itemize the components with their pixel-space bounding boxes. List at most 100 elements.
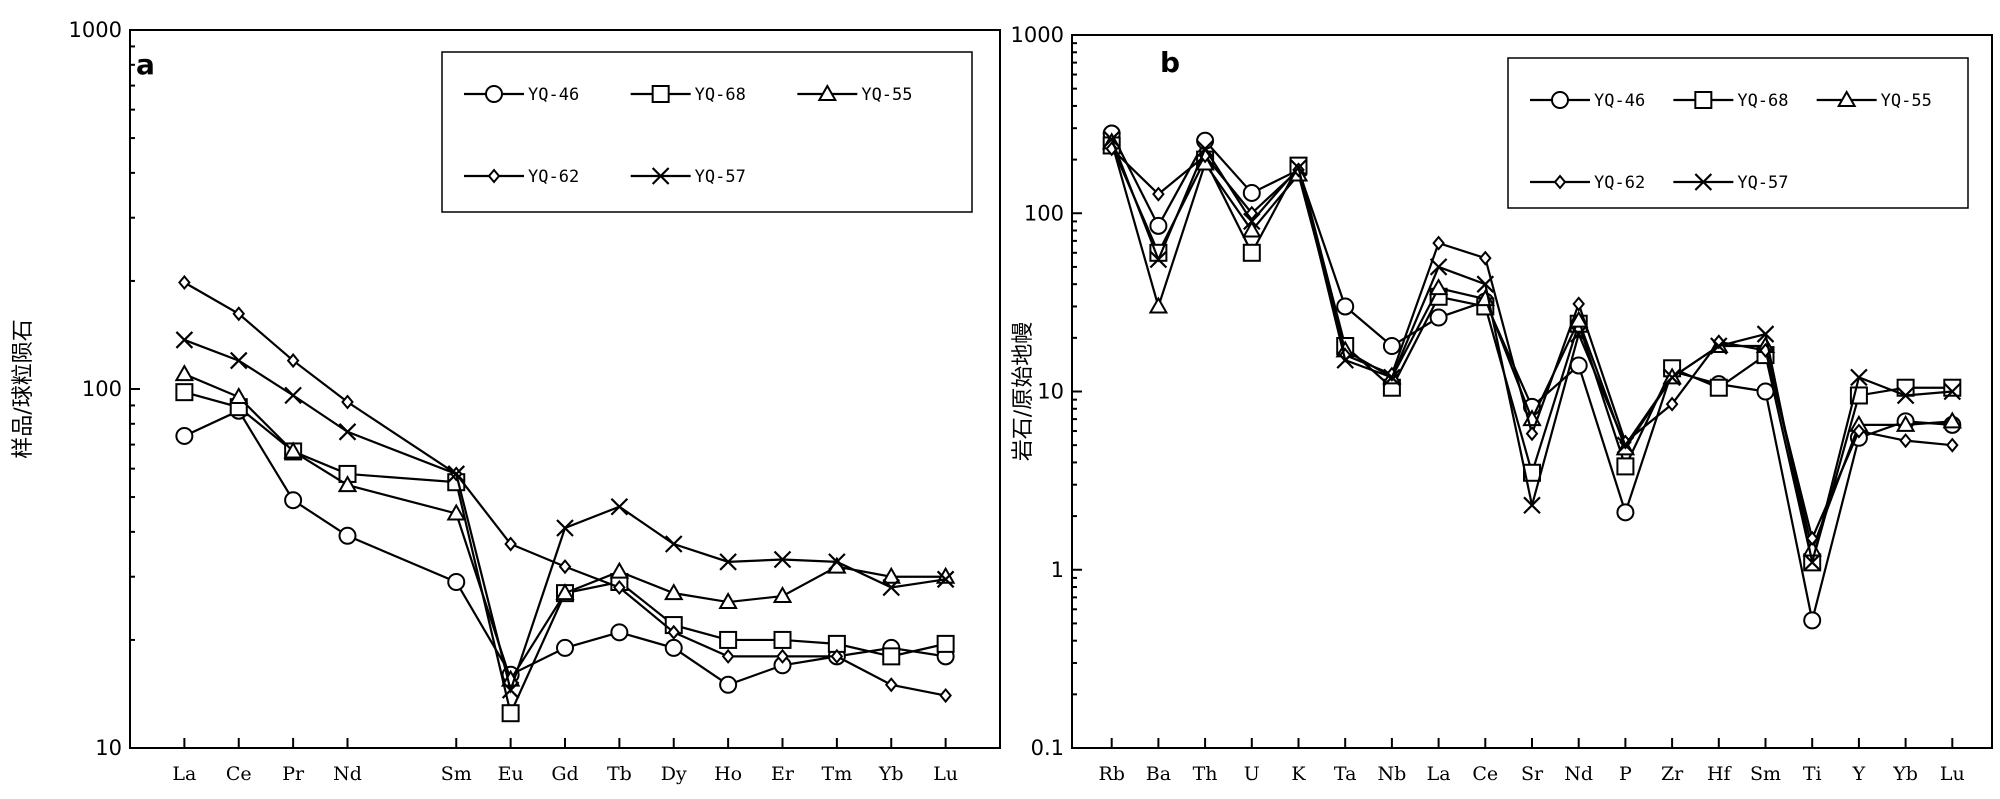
panel-a: 10 100 1000 La Ce Pr Nd Sm Eu Gd Tb Dy Ho Er Tm Yb Lu 样品/…	[11, 18, 1001, 785]
point-YQ-46-Ta	[1336, 297, 1355, 316]
point-YQ-46-Ba	[1149, 216, 1168, 235]
point-YQ-57-Yb	[882, 578, 901, 597]
legend-label-YQ-55: YQ-55	[1881, 91, 1932, 111]
x-tick-label: U	[1244, 763, 1260, 785]
point-YQ-62-Yb	[1899, 433, 1912, 449]
x-tick-label: Yb	[878, 763, 904, 785]
x-tick-label: Pr	[282, 763, 305, 785]
point-YQ-57-Tb	[610, 497, 629, 516]
y-axis-label: 岩石/原始地幔	[1011, 322, 1036, 461]
point-YQ-57-Ba	[1149, 250, 1168, 269]
point-YQ-62-Sr	[1525, 426, 1539, 442]
point-YQ-68-P	[1616, 457, 1635, 476]
legend-label-YQ-68: YQ-68	[695, 85, 746, 105]
x-tick-label: Sm	[441, 763, 472, 785]
point-YQ-46-Nd	[338, 526, 357, 545]
point-YQ-57-Eu	[501, 681, 520, 699]
point-YQ-62-Er	[776, 648, 789, 664]
point-YQ-68-Lu	[936, 634, 955, 653]
point-YQ-62-Tb	[613, 579, 626, 596]
point-YQ-57-Lu	[936, 570, 955, 589]
point-YQ-57-Ti	[1803, 553, 1821, 572]
x-tick-label: Ba	[1146, 763, 1171, 785]
legend-label-YQ-62: YQ-62	[528, 167, 579, 187]
point-YQ-46-Sm	[447, 572, 466, 591]
x-tick-label: Ce	[226, 763, 252, 785]
x-tick-label: Ti	[1803, 763, 1822, 785]
point-YQ-62-Pr	[286, 353, 300, 369]
point-YQ-62-Dy	[667, 624, 681, 640]
legend-marker-YQ-68	[651, 85, 670, 103]
point-YQ-62-La	[178, 274, 191, 291]
point-YQ-62-Lu	[939, 687, 952, 704]
point-YQ-57-Nd	[338, 423, 357, 441]
point-YQ-68-Hf	[1709, 378, 1728, 397]
x-tick-label: Eu	[498, 763, 524, 785]
legend-marker-YQ-46	[1551, 91, 1569, 109]
point-YQ-68-La	[175, 383, 194, 402]
point-YQ-55-Yb	[881, 566, 901, 584]
y-tick-label: 100	[82, 377, 122, 401]
legend-label-YQ-68: YQ-68	[1737, 91, 1788, 111]
point-YQ-57-P	[1616, 436, 1635, 454]
panel-label: b	[1160, 46, 1180, 79]
x-tick-label: Nb	[1378, 763, 1407, 785]
point-YQ-55-Nd	[1568, 310, 1589, 328]
legend-marker-YQ-55	[817, 83, 838, 101]
point-YQ-68-Er	[773, 630, 792, 649]
series-line-YQ-62	[183, 281, 946, 697]
point-YQ-62-Y	[1852, 423, 1866, 439]
point-YQ-55-La	[1428, 278, 1449, 296]
x-tick-label: Tb	[607, 763, 632, 785]
point-YQ-62-Zr	[1665, 396, 1679, 412]
x-tick-label: Th	[1193, 763, 1218, 785]
point-YQ-46-Th	[1196, 131, 1215, 150]
point-YQ-62-Ti	[1805, 530, 1819, 546]
point-YQ-57-Nd	[1569, 325, 1588, 343]
point-YQ-46-U	[1242, 183, 1261, 202]
point-YQ-46-Nd	[1569, 356, 1588, 375]
legend-marker-YQ-55	[1836, 89, 1857, 107]
x-tick-label: Zr	[1661, 763, 1684, 785]
point-YQ-57-Sm	[1756, 325, 1775, 343]
point-YQ-62-Eu	[504, 536, 517, 552]
point-YQ-68-U	[1242, 243, 1261, 262]
series-line-YQ-55	[183, 373, 946, 683]
legend-label-YQ-46: YQ-46	[528, 85, 579, 105]
point-YQ-55-Ba	[1148, 296, 1169, 314]
y-tick-label: 1	[1051, 558, 1064, 582]
point-YQ-46-La	[175, 426, 194, 445]
x-tick-label: Nd	[1564, 763, 1593, 785]
point-YQ-57-Hf	[1710, 337, 1728, 355]
point-YQ-62-Nd	[1572, 296, 1586, 312]
point-YQ-57-Lu	[1943, 382, 1962, 401]
legend-label-YQ-57: YQ-57	[1737, 173, 1788, 193]
point-YQ-57-Gd	[556, 519, 574, 537]
point-YQ-46-Gd	[556, 638, 574, 657]
point-YQ-68-Yb	[882, 647, 901, 666]
point-YQ-62-Ba	[1152, 186, 1165, 202]
point-YQ-57-La	[1429, 258, 1448, 276]
point-YQ-55-Gd	[555, 583, 575, 601]
x-tick-label: Sr	[1521, 763, 1544, 785]
point-YQ-57-Pr	[284, 386, 302, 405]
point-YQ-62-Nd	[341, 394, 354, 410]
point-YQ-62-Tm	[830, 648, 844, 664]
legend-marker-YQ-62	[1553, 174, 1567, 190]
x-tick-label: Y	[1852, 763, 1866, 785]
point-YQ-55-Nd	[337, 475, 358, 493]
legend-marker-YQ-57	[651, 167, 670, 185]
point-YQ-57-Dy	[664, 535, 683, 553]
x-tick-label: Ce	[1472, 763, 1498, 785]
x-tick-label: Er	[771, 763, 795, 785]
point-YQ-55-Ho	[718, 592, 738, 610]
y-tick-label: 1000	[1011, 23, 1064, 47]
point-YQ-62-Ho	[721, 648, 735, 664]
point-YQ-46-Nb	[1382, 336, 1401, 355]
x-tick-label: Gd	[551, 763, 578, 785]
point-YQ-46-P	[1616, 503, 1635, 522]
point-YQ-68-Eu	[501, 704, 520, 723]
point-YQ-57-Yb	[1896, 386, 1915, 405]
point-YQ-57-Rb	[1102, 130, 1121, 149]
